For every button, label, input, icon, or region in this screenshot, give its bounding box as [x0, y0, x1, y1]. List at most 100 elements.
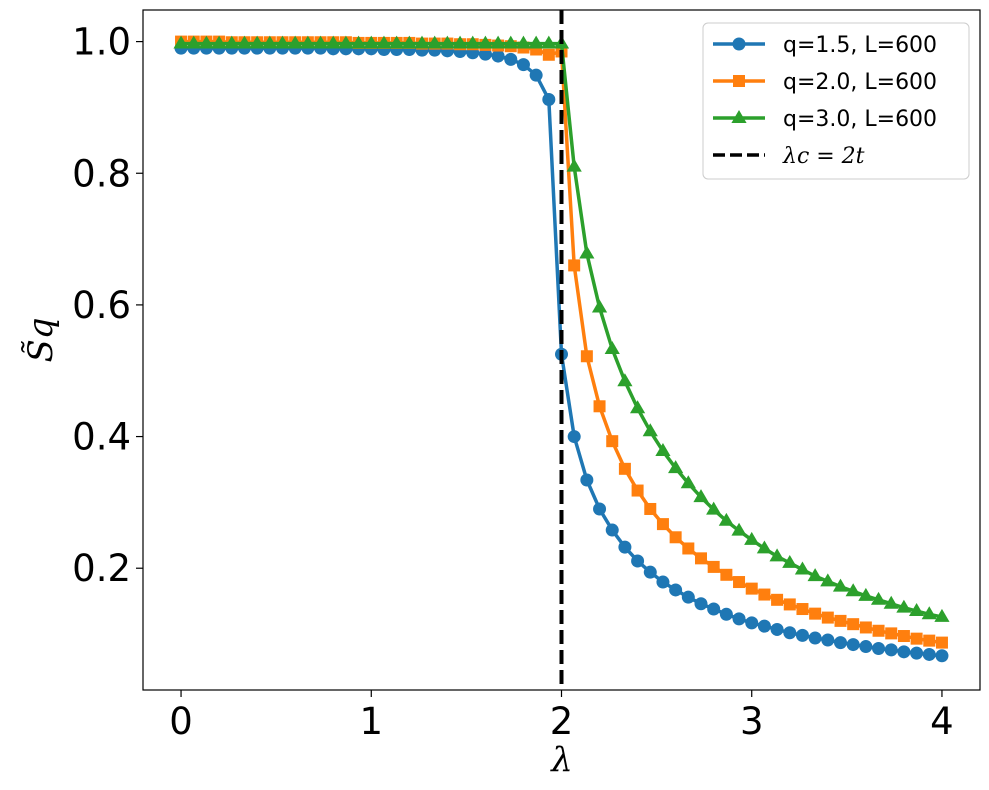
data-point [491, 49, 505, 63]
data-point [733, 576, 746, 589]
data-point [236, 35, 253, 49]
y-axis-label: S̃q [21, 317, 61, 362]
data-point [312, 35, 329, 49]
y-tick-label: 0.8 [72, 152, 131, 195]
data-point [186, 35, 202, 49]
x-axis-ticks: 0 1 2 3 4 [169, 690, 954, 743]
data-point [300, 35, 316, 49]
data-point [809, 607, 822, 620]
data-point [845, 583, 861, 597]
data-point [629, 400, 646, 414]
data-point [934, 608, 950, 622]
data-point [503, 35, 519, 49]
y-tick-label: 1.0 [72, 21, 131, 64]
y-tick-label: 0.2 [72, 547, 131, 590]
data-point [656, 518, 669, 531]
data-point [529, 68, 543, 82]
data-point [771, 593, 784, 606]
data-point [796, 603, 809, 616]
x-tick-label: 3 [740, 700, 764, 743]
data-point [807, 568, 823, 582]
data-point [325, 35, 341, 49]
legend: q=1.5, L=600 q=2.0, L=600 q=3.0, L=600 λc =… [702, 22, 970, 180]
data-point [883, 595, 899, 609]
data-point [668, 460, 684, 474]
data-point [249, 35, 265, 49]
data-point [477, 35, 494, 49]
data-point [642, 423, 658, 437]
legend-label: λc = 2t [782, 144, 865, 169]
data-point [644, 502, 657, 515]
data-point [718, 512, 734, 526]
legend-label: q=3.0, L=600 [783, 107, 937, 132]
data-point [935, 649, 949, 663]
data-point [618, 462, 631, 475]
y-axis-ticks: 0.2 0.4 0.6 0.8 1.0 [72, 21, 143, 590]
legend-label: q=2.0, L=600 [783, 70, 937, 95]
y-tick-label: 0.4 [72, 416, 131, 459]
data-point [618, 540, 632, 554]
data-point [693, 489, 709, 503]
data-point [872, 642, 886, 656]
data-point [528, 35, 544, 49]
data-point [580, 473, 594, 487]
data-point [808, 631, 822, 645]
legend-marker [732, 37, 746, 51]
data-point [783, 626, 797, 640]
data-point [923, 634, 936, 647]
data-point [680, 475, 696, 489]
data-point [567, 430, 581, 444]
data-point [783, 598, 796, 611]
data-point [846, 638, 860, 652]
x-tick-label: 4 [930, 700, 954, 743]
data-point [870, 591, 887, 605]
x-axis-label: λ [549, 740, 573, 780]
data-point [274, 35, 291, 49]
data-point [847, 618, 860, 631]
data-point [617, 373, 633, 387]
y-tick-label: 0.6 [72, 284, 131, 327]
data-point [439, 35, 455, 49]
data-point [224, 35, 240, 49]
data-point [211, 35, 227, 49]
data-point [363, 35, 379, 49]
data-point [832, 578, 849, 592]
data-point [682, 542, 695, 555]
data-point [631, 554, 645, 568]
data-point [376, 35, 392, 49]
data-point [706, 501, 722, 515]
data-point [720, 568, 733, 581]
data-point [745, 616, 759, 630]
data-point [516, 58, 530, 72]
data-point [795, 628, 809, 642]
data-point [655, 443, 671, 457]
data-point [515, 35, 532, 49]
data-point [884, 643, 898, 657]
data-point [707, 560, 720, 573]
data-point [872, 624, 885, 637]
data-point [770, 622, 784, 636]
data-point [834, 636, 848, 650]
data-point [757, 619, 771, 633]
data-point [669, 531, 682, 544]
data-point [782, 554, 798, 568]
data-point [504, 52, 518, 66]
data-point [389, 35, 405, 49]
data-point [694, 597, 708, 611]
data-point [490, 35, 506, 49]
data-point [593, 400, 606, 413]
data-point [885, 627, 898, 640]
data-point [821, 633, 835, 647]
data-point [593, 502, 607, 516]
x-tick-label: 2 [550, 700, 574, 743]
data-point [694, 552, 707, 565]
data-point [604, 341, 620, 354]
data-point [427, 35, 443, 49]
data-point [858, 587, 874, 601]
data-point [897, 630, 910, 643]
x-tick-label: 0 [169, 700, 193, 743]
series-triangle [173, 35, 950, 622]
data-point [910, 646, 924, 660]
data-point [859, 640, 873, 654]
data-point [262, 35, 278, 49]
